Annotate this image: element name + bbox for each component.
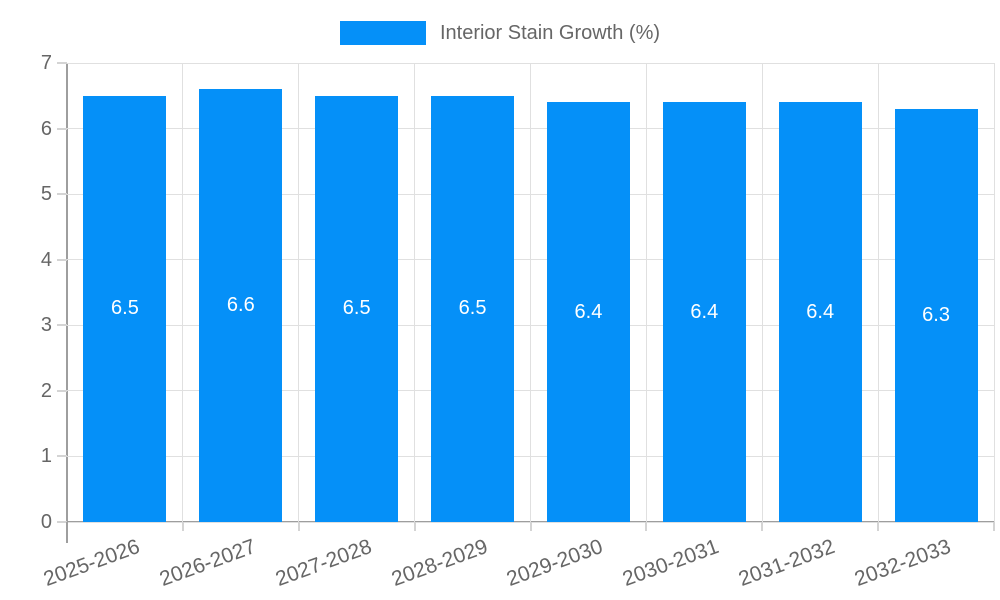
bar-value-label: 6.4 <box>690 300 719 323</box>
x-axis-tick-mark <box>993 522 995 531</box>
y-axis-label: 2 <box>40 379 52 402</box>
gridline-vertical <box>645 63 647 522</box>
bar[interactable]: 6.5 <box>83 95 167 522</box>
bar[interactable]: 6.6 <box>199 89 283 522</box>
bar[interactable]: 6.4 <box>546 102 630 522</box>
bar-value-label: 6.5 <box>342 297 371 320</box>
gridline-vertical <box>761 63 763 522</box>
x-axis-tick-mark <box>297 522 300 531</box>
gridline-vertical <box>993 63 995 522</box>
y-axis-label: 5 <box>40 183 52 206</box>
y-axis-label: 4 <box>40 248 52 271</box>
x-axis-tick-mark <box>761 522 764 531</box>
bar[interactable]: 6.4 <box>662 102 746 522</box>
y-axis-label: 7 <box>40 52 52 74</box>
legend-item[interactable]: Interior Stain Growth (%) <box>339 21 661 45</box>
y-axis-line <box>66 63 68 522</box>
x-axis-tick-mark <box>877 522 880 531</box>
bar-value-label: 6.6 <box>226 294 255 317</box>
bar-value-label: 6.5 <box>458 297 487 320</box>
y-axis-tick-mark <box>57 127 67 130</box>
y-axis-tick-mark <box>57 193 67 196</box>
gridline-vertical <box>877 63 879 522</box>
y-axis-tick-mark <box>57 62 67 64</box>
y-axis-tick-mark <box>57 258 67 261</box>
x-axis-tick-mark <box>645 522 648 531</box>
bar[interactable]: 6.5 <box>431 95 515 522</box>
y-axis-tick-mark <box>57 455 67 458</box>
y-axis-tick-mark <box>57 389 67 392</box>
y-axis-label: 3 <box>40 314 52 337</box>
bar[interactable]: 6.4 <box>778 102 862 522</box>
gridline-vertical <box>298 63 300 522</box>
gridline-vertical <box>182 63 184 522</box>
legend: Interior Stain Growth (%) <box>0 21 1000 45</box>
y-axis-label: 1 <box>40 445 52 468</box>
bar-value-label: 6.4 <box>806 300 835 323</box>
bar[interactable]: 6.3 <box>894 108 978 522</box>
y-axis-label: 6 <box>40 117 52 140</box>
bar[interactable]: 6.5 <box>315 95 399 522</box>
gridline-vertical <box>530 63 531 522</box>
y-axis-label: 0 <box>40 511 52 533</box>
legend-color-swatch <box>339 21 426 45</box>
legend-label: Interior Stain Growth (%) <box>439 22 661 44</box>
x-axis-tick-mark <box>413 522 416 531</box>
plot-area: 6.5 6.6 6.5 6.5 6.4 6.4 6.4 6.3 <box>66 62 995 523</box>
bar-value-label: 6.4 <box>574 300 603 323</box>
bar-value-label: 6.3 <box>922 303 950 326</box>
bar-value-label: 6.5 <box>111 297 139 320</box>
x-axis-tick-mark <box>181 522 184 531</box>
x-axis-tick-mark <box>66 522 68 543</box>
gridline-vertical <box>414 63 416 522</box>
y-axis-tick-mark <box>57 324 67 327</box>
y-axis-tick-mark <box>57 521 67 523</box>
x-axis-tick-mark <box>529 522 532 531</box>
